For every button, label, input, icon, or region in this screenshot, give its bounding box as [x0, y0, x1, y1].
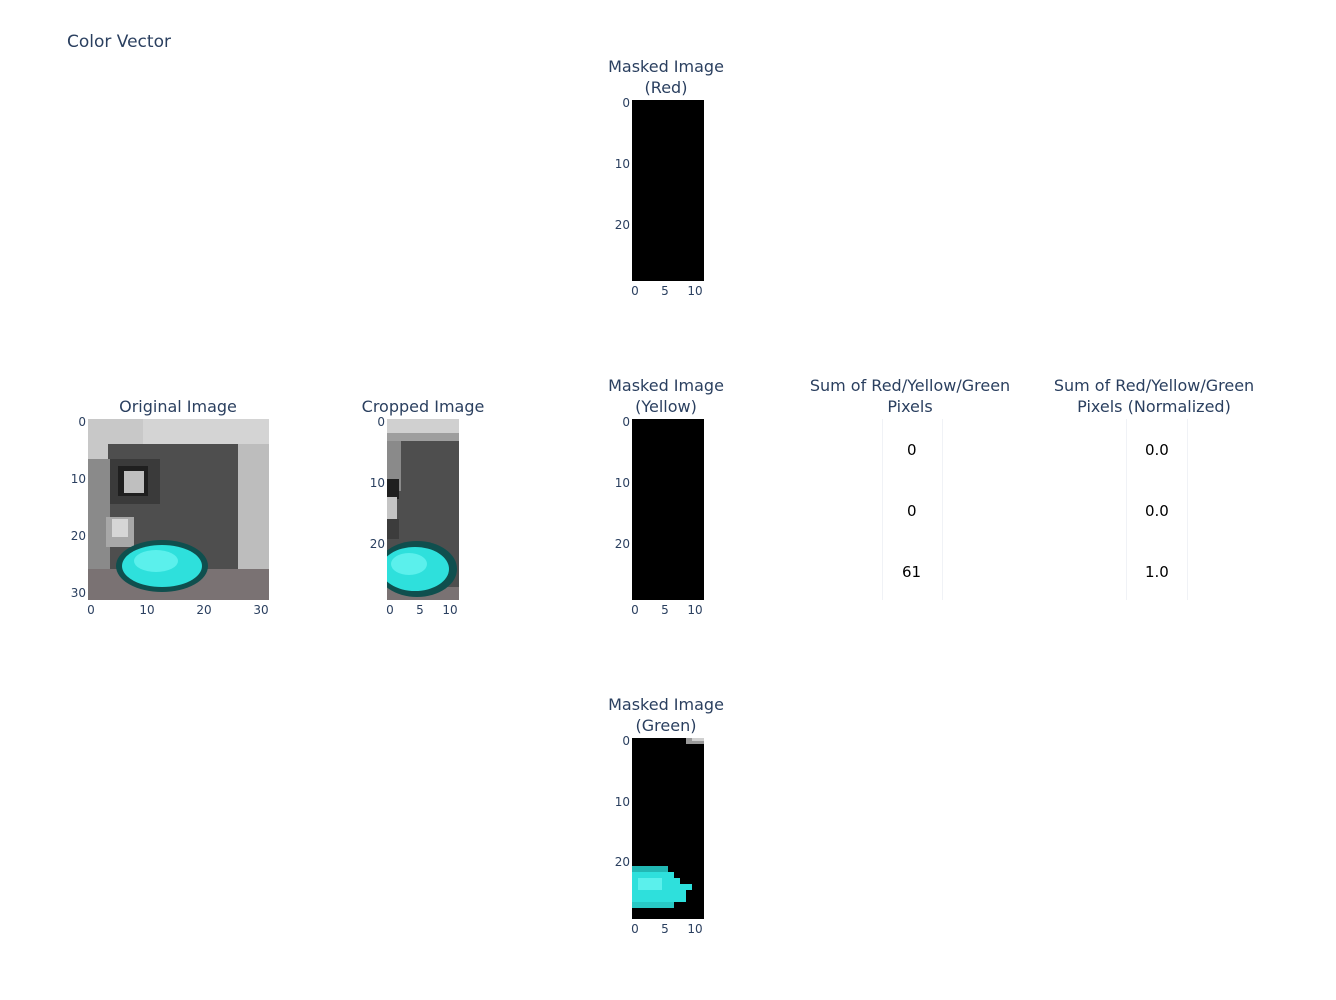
orig-ytick-20: 20	[70, 529, 86, 543]
orig-ytick-30: 30	[70, 586, 86, 600]
orig-xtick-30: 30	[253, 603, 269, 617]
norm-title-line1: Sum of Red/Yellow/Green	[1053, 376, 1255, 395]
red-xtick-0: 0	[631, 284, 639, 298]
normalized-table-title: Sum of Red/Yellow/Green Pixels (Normaliz…	[1054, 375, 1254, 417]
green-mask-title-line1: Masked Image	[608, 695, 724, 714]
norm-title-line2: Pixels (Normalized)	[1077, 397, 1231, 416]
red-ytick-10: 10	[614, 157, 630, 171]
green-ytick-10: 10	[614, 795, 630, 809]
orig-xtick-10: 10	[139, 603, 155, 617]
crop-ytick-20: 20	[369, 537, 385, 551]
yellow-xtick-10: 10	[687, 603, 703, 617]
orig-ytick-0: 0	[78, 415, 86, 429]
green-ytick-0: 0	[622, 734, 630, 748]
red-xtick-10: 10	[687, 284, 703, 298]
yellow-mask-title: Masked Image (Yellow)	[608, 375, 724, 417]
figure-title: Color Vector	[67, 32, 171, 52]
green-ytick-20: 20	[614, 855, 630, 869]
red-mask-title-line2: (Red)	[644, 78, 688, 97]
orig-ytick-10: 10	[70, 472, 86, 486]
crop-ytick-0: 0	[377, 415, 385, 429]
original-image-title: Original Image	[119, 396, 237, 417]
sum-title-line2: Pixels	[887, 397, 933, 416]
red-mask-title: Masked Image (Red)	[608, 56, 724, 98]
red-ytick-0: 0	[622, 96, 630, 110]
original-image	[88, 419, 269, 600]
green-mask-title: Masked Image (Green)	[608, 694, 724, 736]
yellow-xtick-0: 0	[631, 603, 639, 617]
norm-cell-green: 1.0	[1145, 563, 1169, 581]
green-mask-title-line2: (Green)	[635, 716, 697, 735]
red-mask-image	[632, 100, 704, 281]
green-xtick-5: 5	[661, 922, 669, 936]
red-ytick-20: 20	[614, 218, 630, 232]
orig-xtick-20: 20	[196, 603, 212, 617]
sum-table-right-border	[942, 419, 943, 600]
yellow-mask-title-line2: (Yellow)	[635, 397, 697, 416]
norm-table-left-border	[1126, 419, 1127, 600]
sum-cell-green: 61	[902, 563, 922, 581]
norm-cell-red: 0.0	[1145, 441, 1169, 459]
sum-title-line1: Sum of Red/Yellow/Green	[809, 376, 1011, 395]
cropped-image-title: Cropped Image	[362, 396, 485, 417]
cropped-title-line1: Cropped Image	[361, 397, 485, 416]
crop-xtick-10: 10	[442, 603, 458, 617]
green-xtick-0: 0	[631, 922, 639, 936]
sum-cell-yellow: 0	[907, 502, 917, 520]
norm-table-right-border	[1187, 419, 1188, 600]
green-mask-image	[632, 738, 704, 919]
green-xtick-10: 10	[687, 922, 703, 936]
original-title-line1: Original Image	[119, 397, 237, 416]
sum-table-left-border	[882, 419, 883, 600]
sum-cell-red: 0	[907, 441, 917, 459]
norm-cell-yellow: 0.0	[1145, 502, 1169, 520]
yellow-ytick-10: 10	[614, 476, 630, 490]
crop-xtick-0: 0	[386, 603, 394, 617]
yellow-xtick-5: 5	[661, 603, 669, 617]
cropped-image	[387, 419, 459, 600]
yellow-ytick-20: 20	[614, 537, 630, 551]
orig-xtick-0: 0	[87, 603, 95, 617]
red-xtick-5: 5	[661, 284, 669, 298]
yellow-mask-title-line1: Masked Image	[608, 376, 724, 395]
yellow-mask-image	[632, 419, 704, 600]
crop-ytick-10: 10	[369, 476, 385, 490]
yellow-ytick-0: 0	[622, 415, 630, 429]
red-mask-title-line1: Masked Image	[608, 57, 724, 76]
crop-xtick-5: 5	[416, 603, 424, 617]
sum-table-title: Sum of Red/Yellow/Green Pixels	[810, 375, 1010, 417]
